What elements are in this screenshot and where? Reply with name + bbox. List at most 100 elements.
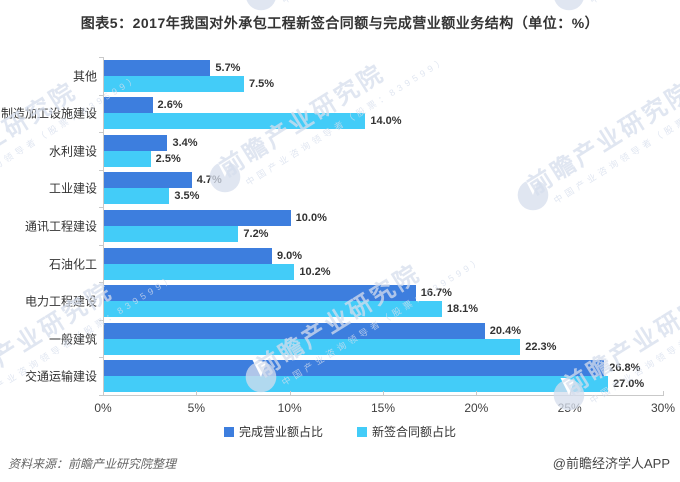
x-axis-tick: [196, 391, 198, 395]
bar-line: 7.2%: [104, 225, 664, 242]
value-label: 9.0%: [277, 249, 303, 262]
y-axis-tick: [99, 319, 104, 321]
bar-completed-turnover: [104, 59, 211, 76]
value-label: 26.8%: [609, 362, 641, 375]
bar-line: 2.5%: [104, 150, 664, 167]
bar-group: 其他 5.7% 7.5%: [73, 57, 664, 95]
plot-area: 其他 5.7% 7.5% 制造加工设施建设 2.6% 14.0% 水利建设 3.4% 2.5% 工…: [1, 57, 664, 396]
bar-group: 一般建筑 20.4% 22.3%: [49, 320, 664, 358]
credit-note: @前瞻经济学人APP: [552, 456, 670, 471]
bar-completed-turnover: [104, 209, 291, 226]
bar-completed-turnover: [104, 97, 153, 114]
bar-line: 22.3%: [104, 338, 664, 355]
watermark-logo-icon: [554, 0, 584, 11]
bar-line: 16.7%: [104, 285, 664, 302]
watermark-logo-icon: [246, 0, 276, 11]
bar-line: 4.7%: [104, 172, 664, 189]
bar-line: 18.1%: [104, 301, 664, 318]
y-axis-tick: [99, 207, 104, 209]
category-label: 电力工程建设: [24, 294, 97, 309]
bar-line: 10.2%: [104, 263, 664, 280]
bar-new-contract: [104, 188, 170, 205]
x-axis-tick-label: 0%: [94, 401, 112, 415]
bar-group: 水利建设 3.4% 2.5%: [49, 132, 664, 170]
bar-group: 交通运输建设 26.8% 27.0%: [25, 357, 664, 395]
x-axis-tick-label: 5%: [187, 401, 205, 415]
y-axis-tick: [99, 169, 104, 171]
x-axis-tick: [476, 391, 478, 395]
bar-line: 14.0%: [104, 113, 664, 130]
bar-new-contract: [104, 301, 442, 318]
source-note: 资料来源：前瞻产业研究院整理: [8, 457, 177, 471]
bar-line: 3.5%: [104, 188, 664, 205]
y-axis-tick: [99, 132, 104, 134]
x-axis-tick-label: 10%: [277, 401, 302, 415]
bar-new-contract: [104, 150, 151, 167]
bar-line: 9.0%: [104, 247, 664, 264]
bar-group: 电力工程建设 16.7% 18.1%: [25, 282, 664, 320]
bar-completed-turnover: [104, 322, 485, 339]
value-label: 22.3%: [525, 340, 557, 353]
y-axis-tick: [99, 244, 104, 246]
bar-completed-turnover: [104, 360, 605, 377]
category-label: 水利建设: [48, 144, 97, 159]
value-label: 7.5%: [249, 77, 275, 90]
value-label: 10.0%: [295, 211, 327, 224]
chart-title: 图表5：2017年我国对外承包工程新签合同额与完成营业额业务结构（单位：%）: [80, 15, 600, 31]
bar-line: 20.4%: [104, 322, 664, 339]
legend-item: 新签合同额占比: [357, 423, 456, 440]
legend-swatch: [223, 426, 234, 437]
category-label: 工业建设: [48, 181, 97, 196]
value-label: 4.7%: [196, 174, 222, 187]
y-axis-tick: [99, 57, 104, 58]
bar-line: 10.0%: [104, 209, 664, 226]
bar-group: 通讯工程建设 10.0% 7.2%: [25, 207, 664, 245]
bar-new-contract: [104, 113, 366, 130]
value-label: 2.6%: [157, 99, 183, 112]
bar-new-contract: [104, 225, 239, 242]
bar-completed-turnover: [104, 134, 168, 151]
category-label: 交通运输建设: [24, 369, 97, 384]
legend-label: 新签合同额占比: [372, 425, 457, 439]
value-label: 16.7%: [420, 287, 452, 300]
bar-completed-turnover: [104, 247, 272, 264]
x-axis: 0% 5% 10% 15% 20% 25% 30%: [94, 391, 675, 415]
category-label: 制造加工设施建设: [0, 106, 97, 121]
bar-line: 7.5%: [104, 75, 664, 92]
x-axis-tick-label: 30%: [650, 401, 676, 415]
value-label: 3.4%: [172, 136, 198, 149]
legend: 完成营业额占比 新签合同额占比: [0, 423, 680, 440]
category-label: 石油化工: [48, 257, 97, 271]
bar-completed-turnover: [104, 285, 416, 302]
bar-completed-turnover: [104, 172, 192, 189]
value-label: 27.0%: [613, 378, 645, 391]
value-label: 3.5%: [174, 190, 200, 203]
legend-label: 完成营业额占比: [238, 425, 323, 439]
y-axis-tick: [99, 357, 104, 359]
x-axis-tick-label: 20%: [464, 401, 489, 415]
y-axis-tick: [99, 94, 104, 96]
x-axis-tick: [289, 391, 291, 395]
bar-line: 5.7%: [104, 59, 664, 76]
bar-line: 3.4%: [104, 134, 664, 151]
x-axis-tick: [383, 391, 384, 395]
x-axis-tick-label: 15%: [370, 401, 396, 415]
bar-line: 26.8%: [104, 360, 664, 377]
legend-item: 完成营业额占比: [223, 423, 323, 440]
y-axis-tick: [99, 282, 104, 284]
value-label: 2.5%: [155, 152, 181, 165]
bar-group: 制造加工设施建设 2.6% 14.0%: [1, 95, 664, 133]
bar-line: 2.6%: [104, 97, 664, 114]
footer: 资料来源：前瞻产业研究院整理 @前瞻经济学人APP: [8, 453, 670, 472]
bar-line: 27.0%: [104, 376, 664, 393]
category-label: 通讯工程建设: [24, 219, 97, 234]
bar-new-contract: [104, 263, 295, 280]
y-axis-tick: [99, 395, 104, 396]
category-label: 其他: [72, 69, 97, 84]
bar-group: 石油化工 9.0% 10.2%: [49, 245, 664, 283]
value-label: 14.0%: [370, 115, 402, 128]
